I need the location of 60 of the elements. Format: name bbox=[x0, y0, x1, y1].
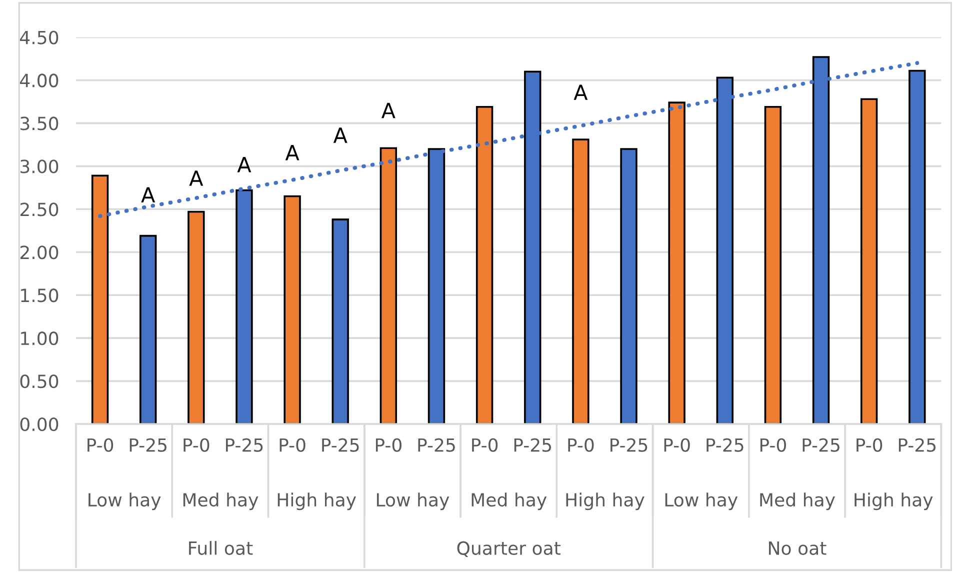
text: High hay bbox=[566, 492, 644, 510]
text: Med hay bbox=[472, 492, 547, 510]
annotation: A bbox=[141, 187, 156, 202]
x-tick-label: P-25 bbox=[322, 438, 359, 452]
annotation: A bbox=[333, 128, 348, 143]
text: Low hay bbox=[665, 492, 738, 510]
bar bbox=[668, 102, 686, 424]
text: High hay bbox=[854, 492, 933, 510]
y-tick-label: 0.00 bbox=[20, 417, 58, 432]
bar bbox=[476, 106, 494, 424]
bar bbox=[91, 174, 109, 424]
bar bbox=[764, 106, 782, 424]
x-tick-label: P-0 bbox=[184, 438, 210, 452]
y-tick-label: 1.00 bbox=[21, 332, 58, 346]
x-tick-label: P-25 bbox=[514, 438, 552, 452]
text: Full oat bbox=[189, 540, 253, 555]
text: Med hay bbox=[183, 492, 258, 510]
text: Low hay bbox=[376, 492, 450, 510]
x-tick-label: P-0 bbox=[568, 438, 594, 452]
y-tick-label: 4.50 bbox=[20, 30, 58, 44]
x-tick-label: P-25 bbox=[898, 438, 936, 452]
x-tick-label: P-0 bbox=[760, 438, 786, 452]
bar bbox=[188, 210, 205, 424]
bar bbox=[620, 148, 638, 424]
y-tick-label: 0.50 bbox=[20, 374, 58, 388]
x-tick-label: P-0 bbox=[88, 438, 114, 452]
y-tick-label: 1.50 bbox=[21, 288, 58, 302]
annotation: A bbox=[285, 145, 300, 160]
text: High hay bbox=[278, 492, 356, 510]
text: No oat bbox=[769, 542, 826, 555]
text: Quarter oat bbox=[457, 541, 560, 558]
x-tick-label: P-25 bbox=[706, 438, 744, 452]
y-tick-label: 4.00 bbox=[20, 74, 58, 88]
y-tick-label: 2.50 bbox=[20, 202, 58, 216]
x-tick-label: P-25 bbox=[130, 438, 167, 452]
bar bbox=[860, 98, 878, 424]
bar bbox=[572, 138, 590, 424]
x-tick-label: P-25 bbox=[610, 438, 648, 452]
text: Med hay bbox=[760, 492, 835, 510]
x-tick-label: P-25 bbox=[226, 438, 263, 452]
bar bbox=[284, 195, 301, 424]
x-tick-label: P-0 bbox=[376, 438, 402, 452]
bar bbox=[140, 234, 157, 424]
bar bbox=[332, 218, 349, 424]
annotation: A bbox=[189, 170, 204, 186]
annotation: A bbox=[237, 157, 252, 172]
x-tick-label: P-0 bbox=[472, 438, 498, 452]
y-tick-label: 3.00 bbox=[20, 160, 58, 174]
x-tick-label: P-0 bbox=[280, 438, 306, 452]
bar bbox=[908, 70, 926, 424]
annotation: A bbox=[574, 84, 588, 100]
annotation: A bbox=[381, 102, 396, 118]
y-tick-label: 3.50 bbox=[20, 116, 58, 130]
bar bbox=[380, 147, 398, 424]
x-tick-label: P-0 bbox=[856, 438, 882, 452]
y-tick-label: 2.00 bbox=[20, 246, 58, 260]
x-tick-label: P-25 bbox=[418, 438, 455, 452]
x-tick-label: P-0 bbox=[664, 438, 690, 452]
text: Low hay bbox=[88, 492, 161, 510]
x-tick-label: P-25 bbox=[802, 438, 840, 452]
